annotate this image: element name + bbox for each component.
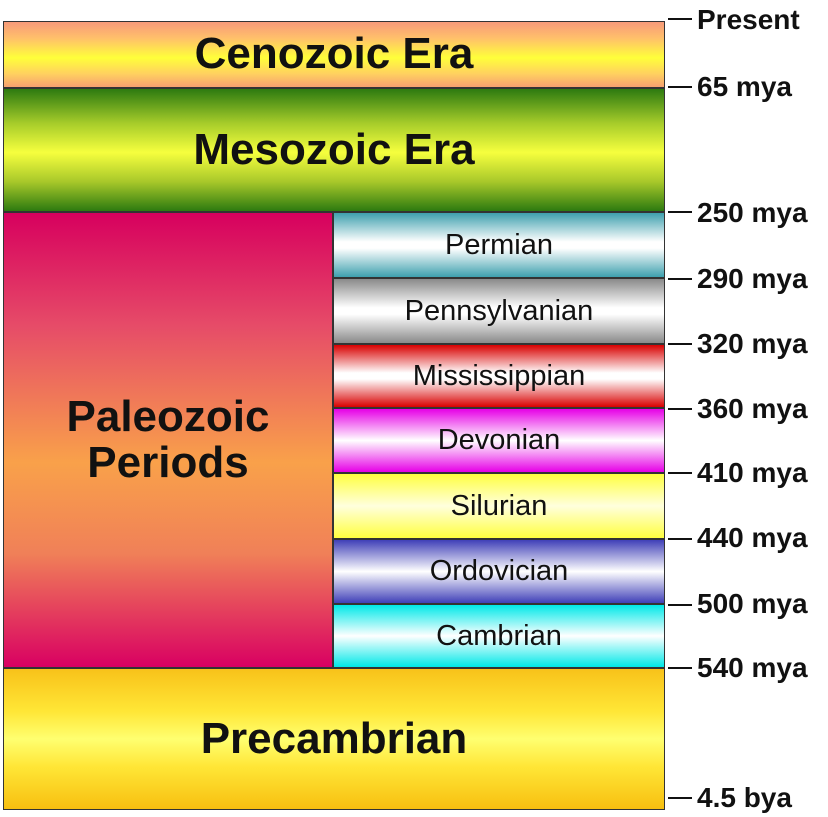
period-label: Mississippian [412,359,586,392]
period-label: Silurian [450,489,548,522]
time-marker-410: 410 mya [697,457,808,488]
period-pennsylvanian: Pennsylvanian [333,278,665,344]
paleozoic-label-line1: Paleozoic [66,391,270,441]
precambrian-label: Precambrian [200,713,468,763]
period-ordovician: Ordovician [333,539,665,604]
time-tick [668,18,692,20]
time-marker-360: 360 mya [697,393,808,424]
paleozoic-periods-label: Paleozoic Periods [66,391,270,487]
period-label: Pennsylvanian [404,294,594,327]
mesozoic-era-band: Mesozoic Era [3,88,665,212]
time-tick [668,538,692,540]
time-marker-440: 440 mya [697,522,808,553]
cenozoic-era-label: Cenozoic Era [194,29,474,79]
time-marker-320: 320 mya [697,328,808,359]
period-label: Devonian [437,424,561,456]
mesozoic-era-label: Mesozoic Era [193,124,475,174]
time-tick [668,408,692,410]
time-marker-250: 250 mya [697,197,808,228]
time-marker-500: 500 mya [697,588,808,619]
time-tick [668,86,692,88]
time-tick [668,797,692,799]
period-silurian: Silurian [333,473,665,539]
paleozoic-label-line2: Periods [87,438,249,487]
time-marker-290: 290 mya [697,263,808,294]
time-tick [668,343,692,345]
paleozoic-periods-band: Paleozoic Periods [3,212,333,668]
period-cambrian: Cambrian [333,604,665,668]
precambrian-band: Precambrian [3,668,665,810]
time-tick [668,278,692,280]
period-mississippian: Mississippian [333,344,665,408]
period-permian: Permian [333,212,665,278]
time-marker-540: 540 mya [697,652,808,683]
cenozoic-era-band: Cenozoic Era [3,21,665,88]
period-label: Cambrian [436,619,562,652]
time-marker-present: Present [697,4,800,35]
period-label: Permian [445,228,553,261]
time-marker-4-5-bya: 4.5 bya [697,782,792,813]
time-marker-65: 65 mya [697,71,792,102]
time-tick [668,604,692,606]
period-devonian: Devonian [333,408,665,473]
period-label: Ordovician [429,555,569,587]
time-tick [668,472,692,474]
time-tick [668,211,692,213]
time-tick [668,667,692,669]
